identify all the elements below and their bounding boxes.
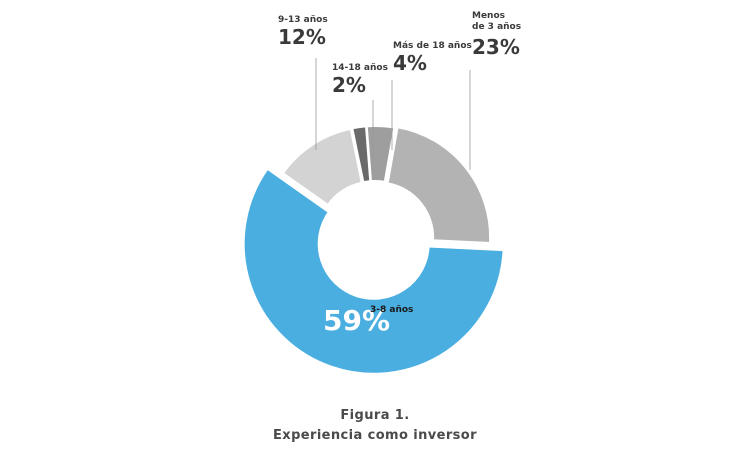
slice-value: 4% xyxy=(393,51,427,75)
slice-value: 2% xyxy=(332,73,366,97)
slice-9-13-años xyxy=(281,127,363,207)
label-group-1: 59%3-8 años xyxy=(323,304,413,337)
slice-más-de-18-años xyxy=(365,125,396,183)
slice-label: Menos xyxy=(472,11,505,21)
slice-label: 14-18 años xyxy=(332,63,388,73)
slice-label: 9-13 años xyxy=(278,15,328,25)
slice-label: de 3 años xyxy=(472,22,521,32)
slice-menos-de-3-años xyxy=(386,126,492,245)
slice-label: Más de 18 años xyxy=(393,41,472,51)
slice-value: 59% xyxy=(323,304,390,337)
figure-number: Figura 1. xyxy=(340,408,410,423)
slice-value: 23% xyxy=(472,35,520,59)
slice-label: 3-8 años xyxy=(370,305,413,315)
slice-3-8-años xyxy=(242,167,505,375)
figure-title: Experiencia como inversor xyxy=(273,428,477,443)
slice-value: 12% xyxy=(278,25,326,49)
